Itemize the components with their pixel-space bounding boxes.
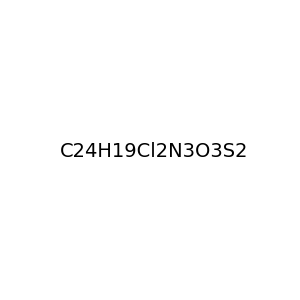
- Text: C24H19Cl2N3O3S2: C24H19Cl2N3O3S2: [59, 142, 248, 161]
